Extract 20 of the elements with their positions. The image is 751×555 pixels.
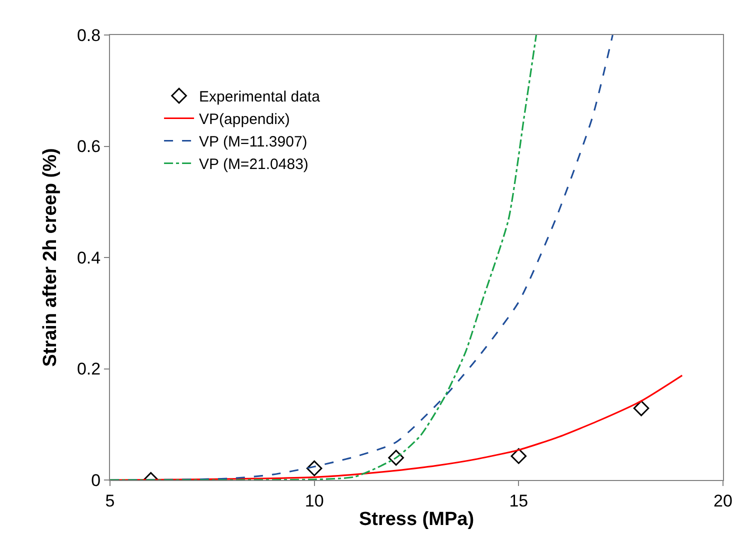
x-axis-title: Stress (MPa) xyxy=(358,509,474,530)
y-axis-title: Strain after 2h creep (%) xyxy=(40,148,61,367)
point xyxy=(388,450,404,466)
point xyxy=(510,448,527,464)
x-tick-label: 5 xyxy=(105,491,115,510)
legend-label: VP (M=11.3907) xyxy=(199,134,308,151)
x-tick-label: 20 xyxy=(714,491,732,510)
y-tick-label: 0.6 xyxy=(76,137,101,156)
legend-label: Experimental data xyxy=(199,88,321,106)
x-tick-label: 10 xyxy=(304,491,324,510)
legend-label: VP(appendix) xyxy=(199,111,290,128)
line-series xyxy=(110,35,538,480)
y-tick-label: 0.4 xyxy=(76,248,101,268)
point xyxy=(633,400,650,416)
legend-label: VP (M=21.0483) xyxy=(199,156,308,174)
point xyxy=(306,460,322,476)
y-tick-label: 0.8 xyxy=(76,26,101,45)
y-tick-label: 0 xyxy=(91,470,101,490)
x-tick-label: 15 xyxy=(509,491,528,510)
y-tick-label: 0.2 xyxy=(76,360,101,379)
